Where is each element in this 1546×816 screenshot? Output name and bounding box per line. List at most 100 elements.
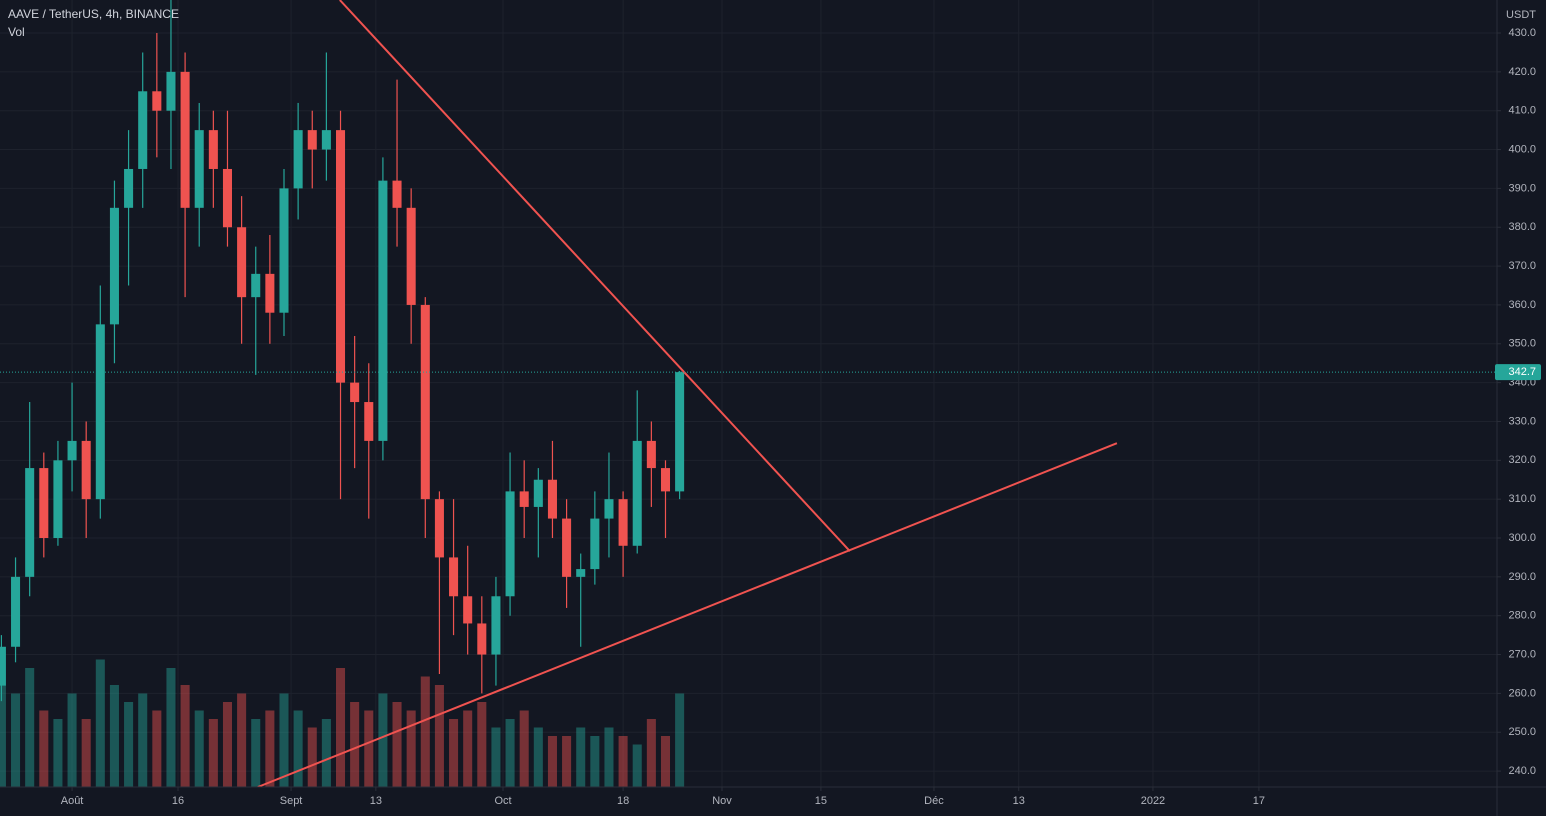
candle-body	[194, 130, 204, 208]
volume-bar	[39, 710, 49, 787]
volume-bar	[646, 719, 656, 787]
volume-bar	[67, 693, 77, 787]
last-price-label: 342.7	[1508, 366, 1536, 378]
volume-bar	[604, 727, 614, 787]
candle-body	[237, 227, 247, 298]
candle-body	[420, 304, 430, 500]
volume-bar	[618, 736, 628, 787]
candle-body	[307, 130, 317, 150]
volume-bar	[307, 727, 317, 787]
y-tick-label: 270.0	[1508, 648, 1536, 660]
candle-body	[491, 596, 501, 655]
x-tick-label: Sept	[280, 795, 303, 807]
candle-body	[463, 596, 473, 624]
volume-bar	[81, 719, 91, 787]
volume-bar	[124, 702, 134, 787]
candle-body	[39, 468, 49, 539]
volume-bar	[350, 702, 360, 787]
volume-label: Vol	[8, 25, 25, 39]
plot-area	[0, 0, 1497, 787]
volume-bar	[660, 736, 671, 787]
candle-body	[208, 130, 218, 169]
x-tick-label: Août	[61, 795, 84, 807]
volume-bar	[477, 702, 487, 787]
y-tick-label: 240.0	[1508, 765, 1536, 777]
x-tick-label: 15	[815, 795, 827, 807]
candle-body	[350, 382, 360, 403]
candle-body	[378, 180, 388, 441]
y-tick-label: 290.0	[1508, 571, 1536, 583]
candle-body	[251, 273, 261, 298]
candle-body	[138, 91, 148, 169]
candle-body	[53, 460, 63, 539]
volume-bar	[449, 719, 459, 787]
candle-body	[505, 491, 515, 597]
y-tick-label: 250.0	[1508, 726, 1536, 738]
trend-line	[339, 0, 851, 552]
price-unit: USDT	[1506, 9, 1536, 21]
volume-bar	[0, 685, 6, 787]
y-tick-label: 400.0	[1508, 143, 1536, 155]
volume-bar	[265, 710, 275, 787]
candle-body	[576, 569, 586, 577]
candle-body	[660, 468, 671, 492]
volume-bar	[632, 744, 642, 787]
volume-bar	[533, 727, 543, 787]
candle-body	[321, 130, 331, 150]
volume-bar	[138, 693, 148, 787]
candle-body	[618, 499, 628, 546]
candle-body	[590, 518, 600, 570]
candle-body	[109, 207, 119, 325]
volume-bar	[194, 710, 204, 787]
x-tick-label: 13	[1013, 795, 1025, 807]
y-tick-label: 300.0	[1508, 532, 1536, 544]
volume-bar	[576, 727, 586, 787]
volume-bar	[180, 685, 190, 787]
y-tick-label: 350.0	[1508, 338, 1536, 350]
candle-body	[81, 440, 91, 500]
candle-body	[477, 623, 487, 655]
candle-body	[11, 576, 21, 647]
x-tick-label: Déc	[924, 795, 944, 807]
grid	[0, 0, 1497, 787]
volume-bar	[406, 710, 416, 787]
y-tick-label: 320.0	[1508, 454, 1536, 466]
volume-bar	[420, 676, 430, 787]
candle-body	[222, 168, 233, 228]
y-tick-label: 430.0	[1508, 27, 1536, 39]
volume-bar	[675, 693, 685, 787]
candle-body	[152, 91, 162, 111]
volume-bar	[335, 668, 346, 787]
x-tick-label: 13	[370, 795, 382, 807]
volume-bar	[166, 668, 176, 787]
candle-body	[533, 479, 543, 507]
volume-bar	[519, 710, 529, 787]
candle-body	[25, 468, 35, 577]
candle-body	[0, 646, 6, 686]
candle-body	[449, 557, 459, 597]
y-tick-label: 330.0	[1508, 415, 1536, 427]
volume-bar	[152, 710, 162, 787]
volume-bar	[378, 693, 388, 787]
y-tick-label: 360.0	[1508, 299, 1536, 311]
candle-body	[434, 499, 444, 558]
candle-body	[279, 188, 289, 313]
candle-body	[95, 324, 105, 500]
volume-bar	[293, 710, 303, 787]
volume-bar	[222, 702, 233, 787]
x-tick-label: Nov	[712, 795, 732, 807]
volume-bar	[279, 693, 289, 787]
volume-bar	[392, 702, 402, 787]
candle-body	[547, 479, 557, 519]
volume-bar	[590, 736, 600, 787]
y-tick-label: 280.0	[1508, 610, 1536, 622]
candle-body	[604, 499, 614, 519]
volume-bar	[463, 710, 473, 787]
chart-title: AAVE / TetherUS, 4h, BINANCE	[8, 7, 179, 21]
volume-bar	[505, 719, 515, 787]
candle-body	[392, 180, 402, 208]
candle-body	[124, 168, 134, 208]
candle-body	[180, 71, 190, 208]
candle-body	[519, 491, 529, 507]
